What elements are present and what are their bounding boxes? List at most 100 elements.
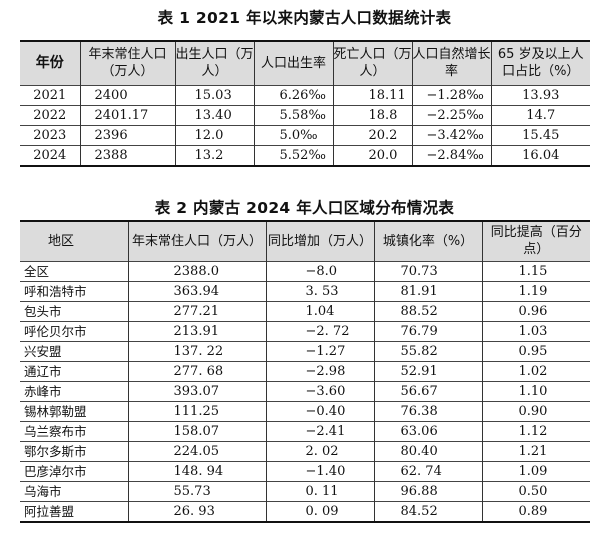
- table-row: 乌兰察布市 158.07 −2.41 63.06 1.12: [20, 420, 590, 441]
- cell-yoy-increase: 1.04: [265, 300, 374, 321]
- cell-resident-pop: 2388.0: [127, 260, 266, 281]
- regional-distribution-table: 地区 年末常住人口（万人） 同比增加（万人） 城镇化率（%） 同比提高（百分点）…: [20, 220, 590, 523]
- cell-births: 12.0: [174, 124, 254, 145]
- table-row: 2021 2400 15.03 6.26‰ 18.11 −1.28‰ 13.93: [20, 84, 590, 105]
- header-elderly-share: 65 岁及以上人口占比（%）: [490, 41, 590, 85]
- table-row: 赤峰市 393.07 −3.60 56.67 1.10: [20, 380, 590, 401]
- cell-resident-pop: 224.05: [127, 440, 266, 461]
- cell-yoy-points: 1.21: [481, 440, 590, 461]
- cell-urbanization-rate: 88.52: [373, 300, 482, 321]
- table-row: 全区 2388.0 −8.0 70.73 1.15: [20, 260, 590, 281]
- cell-birth-rate: 5.52‰: [253, 144, 333, 166]
- cell-resident-pop: 363.94: [127, 280, 266, 301]
- cell-region: 呼伦贝尔市: [20, 320, 128, 341]
- cell-deaths: 20.2: [332, 124, 412, 145]
- cell-yoy-increase: −1.27: [265, 340, 374, 361]
- cell-region: 乌兰察布市: [20, 420, 128, 441]
- cell-births: 13.40: [174, 104, 254, 125]
- cell-yoy-points: 1.09: [481, 460, 590, 481]
- cell-region: 通辽市: [20, 360, 128, 381]
- header-birth-rate: 人口出生率: [253, 41, 333, 85]
- cell-resident-pop: 393.07: [127, 380, 266, 401]
- cell-yoy-increase: 2. 02: [265, 440, 374, 461]
- header-yoy-points: 同比提高（百分点）: [481, 221, 590, 261]
- cell-urbanization-rate: 76.79: [373, 320, 482, 341]
- cell-region: 呼和浩特市: [20, 280, 128, 301]
- table-row: 呼和浩特市 363.94 3. 53 81.91 1.19: [20, 280, 590, 301]
- table-row: 2023 2396 12.0 5.0‰ 20.2 −3.42‰ 15.45: [20, 124, 590, 145]
- header-region: 地区: [48, 233, 75, 249]
- cell-yoy-points: 0.96: [481, 300, 590, 321]
- table1-header-row: 年份 年末常住人口（万人） 出生人口（万人） 人口出生率 死亡人口（万人） 人口…: [20, 41, 590, 85]
- cell-yoy-points: 0.95: [481, 340, 590, 361]
- table-row: 2024 2388 13.2 5.52‰ 20.0 −2.84‰ 16.04: [20, 144, 590, 166]
- population-stats-table: 年份 年末常住人口（万人） 出生人口（万人） 人口出生率 死亡人口（万人） 人口…: [20, 40, 590, 167]
- cell-region: 乌海市: [20, 480, 128, 501]
- cell-yoy-increase: −8.0: [265, 260, 374, 281]
- cell-yoy-increase: −1.40: [265, 460, 374, 481]
- cell-urbanization-rate: 76.38: [373, 400, 482, 421]
- cell-urbanization-rate: 52.91: [373, 360, 482, 381]
- cell-urbanization-rate: 62. 74: [373, 460, 482, 481]
- cell-yoy-points: 1.12: [481, 420, 590, 441]
- table-row: 通辽市 277. 68 −2.98 52.91 1.02: [20, 360, 590, 381]
- cell-resident-pop: 277.21: [127, 300, 266, 321]
- cell-region: 阿拉善盟: [20, 500, 128, 522]
- header-deaths: 死亡人口（万人）: [332, 41, 412, 85]
- header-births: 出生人口（万人）: [174, 41, 254, 85]
- cell-yoy-points: 1.10: [481, 380, 590, 401]
- cell-urbanization-rate: 80.40: [373, 440, 482, 461]
- cell-year: 2023: [20, 124, 80, 145]
- cell-elderly-share: 15.45: [490, 124, 590, 145]
- cell-deaths: 18.11: [332, 84, 412, 105]
- cell-resident-pop: 111.25: [127, 400, 266, 421]
- cell-urbanization-rate: 96.88: [373, 480, 482, 501]
- cell-resident-pop: 277. 68: [127, 360, 266, 381]
- cell-urbanization-rate: 56.67: [373, 380, 482, 401]
- cell-yoy-increase: 3. 53: [265, 280, 374, 301]
- cell-urbanization-rate: 84.52: [373, 500, 482, 522]
- cell-resident-pop: 2388: [79, 144, 175, 166]
- cell-region: 鄂尔多斯市: [20, 440, 128, 461]
- cell-yoy-points: 0.89: [481, 500, 590, 522]
- table2-header-row: 地区 年末常住人口（万人） 同比增加（万人） 城镇化率（%） 同比提高（百分点）: [20, 221, 590, 261]
- cell-yoy-points: 1.03: [481, 320, 590, 341]
- cell-resident-pop: 2400: [79, 84, 175, 105]
- cell-region: 包头市: [20, 300, 128, 321]
- cell-resident-pop: 2396: [79, 124, 175, 145]
- table-row: 乌海市 55.73 0. 11 96.88 0.50: [20, 480, 590, 501]
- cell-yoy-increase: 0. 09: [265, 500, 374, 522]
- cell-yoy-points: 1.15: [481, 260, 590, 281]
- header-yoy-increase: 同比增加（万人）: [265, 221, 374, 261]
- cell-year: 2021: [20, 84, 80, 105]
- cell-yoy-points: 1.19: [481, 280, 590, 301]
- header-resident-pop: 年末常住人口（万人）: [79, 41, 175, 85]
- cell-year: 2022: [20, 104, 80, 125]
- table-row: 阿拉善盟 26. 93 0. 09 84.52 0.89: [20, 500, 590, 522]
- cell-elderly-share: 14.7: [490, 104, 590, 125]
- cell-region: 兴安盟: [20, 340, 128, 361]
- header-resident-pop: 年末常住人口（万人）: [127, 221, 266, 261]
- cell-birth-rate: 5.58‰: [253, 104, 333, 125]
- cell-resident-pop: 148. 94: [127, 460, 266, 481]
- cell-yoy-increase: −2. 72: [265, 320, 374, 341]
- header-year: 年份: [35, 54, 64, 71]
- cell-birth-rate: 6.26‰: [253, 84, 333, 105]
- cell-yoy-increase: −3.60: [265, 380, 374, 401]
- cell-natural-growth: −2.84‰: [411, 144, 491, 166]
- cell-deaths: 18.8: [332, 104, 412, 125]
- cell-yoy-points: 0.90: [481, 400, 590, 421]
- cell-births: 15.03: [174, 84, 254, 105]
- cell-urbanization-rate: 81.91: [373, 280, 482, 301]
- cell-deaths: 20.0: [332, 144, 412, 166]
- cell-resident-pop: 2401.17: [79, 104, 175, 125]
- table-row: 兴安盟 137. 22 −1.27 55.82 0.95: [20, 340, 590, 361]
- cell-yoy-increase: −0.40: [265, 400, 374, 421]
- cell-region: 锡林郭勒盟: [20, 400, 128, 421]
- cell-urbanization-rate: 70.73: [373, 260, 482, 281]
- cell-yoy-increase: 0. 11: [265, 480, 374, 501]
- cell-region: 赤峰市: [20, 380, 128, 401]
- table-row: 呼伦贝尔市 213.91 −2. 72 76.79 1.03: [20, 320, 590, 341]
- cell-natural-growth: −2.25‰: [411, 104, 491, 125]
- header-natural-growth: 人口自然增长率: [411, 41, 491, 85]
